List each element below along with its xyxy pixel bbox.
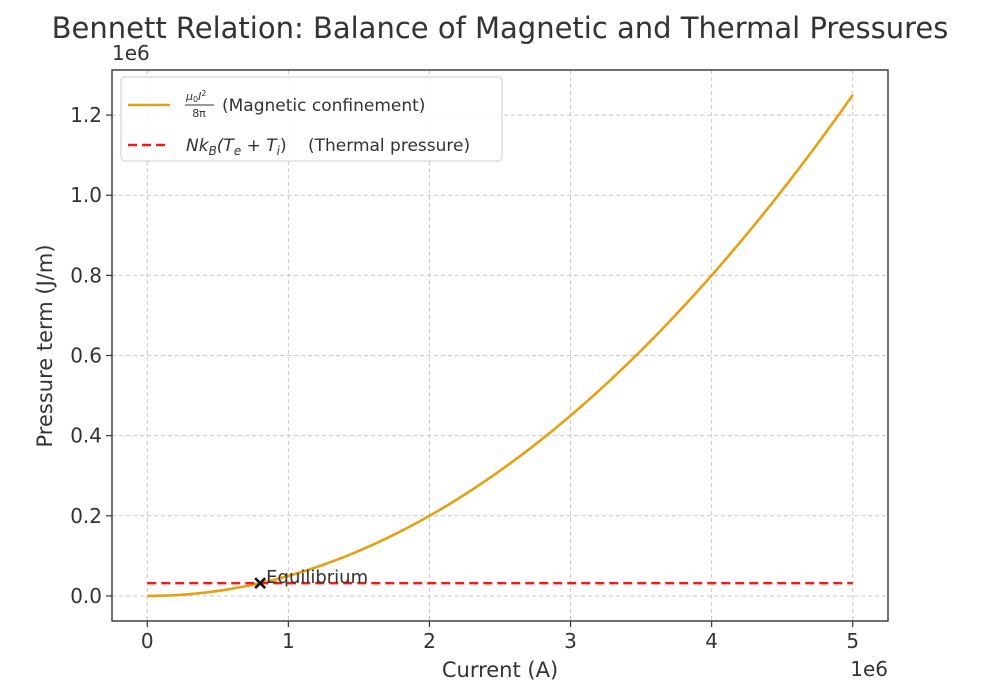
legend-mu: μ — [185, 90, 193, 103]
x-tick-label-3: 3 — [564, 629, 577, 653]
magnetic-confinement-line — [147, 94, 854, 598]
legend-mu-sub: 0 — [193, 95, 198, 104]
y-offset-label: 1e6 — [112, 41, 150, 65]
equilibrium-marker-stroke-b-0 — [254, 577, 267, 590]
y-tick-label-3: 0.6 — [70, 344, 102, 368]
legend-box — [120, 76, 503, 162]
y-tick-label-5: 1.0 — [70, 183, 102, 207]
x-tick-label-0: 0 — [141, 629, 154, 653]
y-tick-label-1: 0.2 — [70, 504, 102, 528]
equilibrium-label-0: Equilibrium — [266, 567, 368, 588]
x-tick-label-2: 2 — [423, 629, 436, 653]
legend: μ0I2 8π (Magnetic confinement) NkB(Te + … — [120, 76, 503, 162]
plot-frame — [111, 69, 889, 622]
legend-i: I — [198, 90, 201, 103]
svg-text:μ0I2: μ0I2 — [185, 89, 206, 104]
tick-layer: 0 1 2 3 4 5 0.0 0.2 0.4 0.6 0.8 1.0 1.2 — [70, 103, 859, 653]
x-offset-label: 1e6 — [850, 657, 888, 681]
x-tick-label-1: 1 — [282, 629, 295, 653]
legend-denominator: 8π — [192, 107, 206, 120]
x-tick-label-4: 4 — [705, 629, 718, 653]
y-tick-label-0: 0.0 — [70, 584, 102, 608]
legend-magnetic-formula: μ0I2 8π — [185, 89, 214, 120]
y-tick-label-2: 0.4 — [70, 424, 102, 448]
legend-magnetic-label: (Magnetic confinement) — [222, 96, 425, 116]
chart-title: Bennett Relation: Balance of Magnetic an… — [52, 11, 949, 45]
legend-i-sup: 2 — [201, 89, 206, 98]
series-layer — [147, 94, 854, 598]
annotation-layer: Equilibrium — [254, 567, 368, 590]
y-tick-label-4: 0.8 — [70, 263, 102, 287]
legend-thermal-formula: NkB(Te + Ti) — [186, 136, 287, 158]
y-axis-label: Pressure term (J/m) — [33, 244, 57, 447]
x-axis-label: Current (A) — [442, 658, 558, 682]
y-tick-label-6: 1.2 — [70, 103, 102, 127]
x-tick-label-5: 5 — [846, 629, 859, 653]
legend-thermal-label: (Thermal pressure) — [308, 136, 470, 156]
